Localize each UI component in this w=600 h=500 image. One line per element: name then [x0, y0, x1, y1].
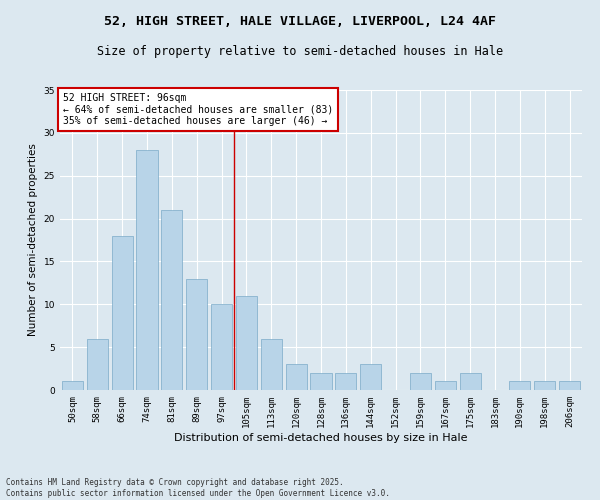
- Y-axis label: Number of semi-detached properties: Number of semi-detached properties: [28, 144, 38, 336]
- Bar: [460, 373, 481, 390]
- Bar: [211, 304, 232, 390]
- Bar: [161, 210, 182, 390]
- Bar: [112, 236, 133, 390]
- Text: 52 HIGH STREET: 96sqm
← 64% of semi-detached houses are smaller (83)
35% of semi: 52 HIGH STREET: 96sqm ← 64% of semi-deta…: [62, 93, 333, 126]
- Bar: [136, 150, 158, 390]
- Bar: [87, 338, 108, 390]
- Bar: [559, 382, 580, 390]
- Bar: [410, 373, 431, 390]
- Bar: [335, 373, 356, 390]
- Bar: [534, 382, 555, 390]
- Text: 52, HIGH STREET, HALE VILLAGE, LIVERPOOL, L24 4AF: 52, HIGH STREET, HALE VILLAGE, LIVERPOOL…: [104, 15, 496, 28]
- Bar: [509, 382, 530, 390]
- Bar: [261, 338, 282, 390]
- Bar: [286, 364, 307, 390]
- X-axis label: Distribution of semi-detached houses by size in Hale: Distribution of semi-detached houses by …: [174, 432, 468, 442]
- Bar: [360, 364, 381, 390]
- Bar: [236, 296, 257, 390]
- Bar: [435, 382, 456, 390]
- Text: Contains HM Land Registry data © Crown copyright and database right 2025.
Contai: Contains HM Land Registry data © Crown c…: [6, 478, 390, 498]
- Bar: [62, 382, 83, 390]
- Text: Size of property relative to semi-detached houses in Hale: Size of property relative to semi-detach…: [97, 45, 503, 58]
- Bar: [310, 373, 332, 390]
- Bar: [186, 278, 207, 390]
